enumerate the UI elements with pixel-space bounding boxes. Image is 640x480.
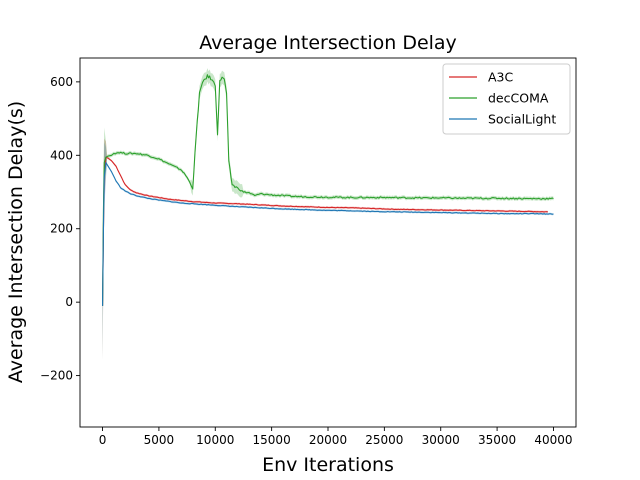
y-tick-label: 200 bbox=[50, 222, 73, 236]
series-line-a3c bbox=[102, 156, 548, 306]
legend-label-deccoma: decCOMA bbox=[488, 91, 549, 106]
x-tick-label: 20000 bbox=[309, 433, 347, 447]
x-axis-label: Env Iterations bbox=[262, 454, 394, 476]
y-tick-label: 600 bbox=[50, 75, 73, 89]
x-tick-label: 15000 bbox=[253, 433, 291, 447]
x-tick-label: 35000 bbox=[478, 433, 516, 447]
x-tick-label: 25000 bbox=[365, 433, 403, 447]
legend-label-a3c: A3C bbox=[488, 70, 514, 85]
x-tick-label: 30000 bbox=[422, 433, 460, 447]
y-axis-label: Average Intersection Delay(s) bbox=[5, 101, 27, 383]
y-axis: −200 0 200 400 600 bbox=[40, 75, 80, 383]
x-axis: 0 5000 10000 15000 20000 25000 30000 35000 40000 bbox=[99, 427, 573, 447]
chart-title: Average Intersection Delay bbox=[199, 32, 457, 54]
series-line-sociallight bbox=[102, 162, 554, 306]
x-tick-label: 5000 bbox=[144, 433, 175, 447]
x-tick-label: 40000 bbox=[534, 433, 572, 447]
y-tick-label: 400 bbox=[50, 148, 73, 162]
legend: A3C decCOMA SocialLight bbox=[442, 63, 571, 135]
plot-area bbox=[102, 68, 554, 361]
legend-label-sociallight: SocialLight bbox=[488, 112, 556, 127]
series-line-deccoma bbox=[102, 74, 554, 306]
y-tick-label: 0 bbox=[65, 295, 73, 309]
x-tick-label: 0 bbox=[99, 433, 107, 447]
x-tick-label: 10000 bbox=[196, 433, 234, 447]
y-tick-label: −200 bbox=[40, 369, 73, 383]
legend-frame bbox=[442, 63, 571, 135]
